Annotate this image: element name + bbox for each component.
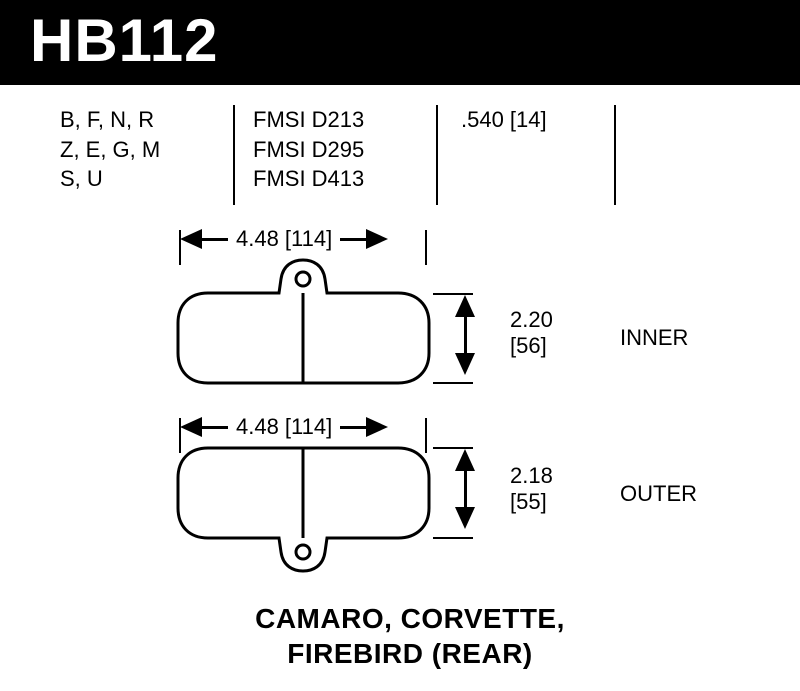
tick bbox=[433, 382, 473, 384]
dim-stem bbox=[464, 335, 467, 353]
width-label: 4.48 [114] bbox=[228, 226, 340, 252]
inner-pad-shape bbox=[175, 257, 435, 397]
height-value-mm: [55] bbox=[510, 489, 553, 515]
arrow-up-icon bbox=[455, 449, 475, 471]
dim-stem bbox=[464, 471, 467, 489]
tick bbox=[433, 537, 473, 539]
height-dimension bbox=[455, 449, 475, 529]
compound-line: S, U bbox=[60, 164, 215, 194]
width-dimension: 4.48 [114] bbox=[180, 413, 388, 441]
dim-stem bbox=[464, 489, 467, 507]
width-dimension: 4.48 [114] bbox=[180, 225, 388, 253]
inner-pad-block: 4.48 [114] 2.20 [56] INN bbox=[50, 225, 750, 395]
thickness-column: .540 [14] bbox=[456, 105, 596, 135]
outer-pad-block: 4.48 [114] 2.18 [55] OUTER bbox=[50, 413, 750, 583]
height-dimension bbox=[455, 295, 475, 375]
arrow-down-icon bbox=[455, 507, 475, 529]
arrow-left-icon bbox=[180, 417, 202, 437]
fmsi-line: FMSI D213 bbox=[253, 105, 418, 135]
outer-pad-shape bbox=[175, 445, 435, 585]
arrow-right-icon bbox=[366, 417, 388, 437]
arrow-left-icon bbox=[180, 229, 202, 249]
diagram-area: 4.48 [114] 2.20 [56] INN bbox=[50, 225, 750, 583]
height-label: 2.18 [55] bbox=[510, 463, 553, 516]
footer-line: CAMARO, CORVETTE, bbox=[60, 601, 760, 636]
dim-stem bbox=[340, 238, 366, 241]
compounds-column: B, F, N, R Z, E, G, M S, U bbox=[60, 105, 215, 194]
fmsi-line: FMSI D413 bbox=[253, 164, 418, 194]
fmsi-line: FMSI D295 bbox=[253, 135, 418, 165]
application-footer: CAMARO, CORVETTE, FIREBIRD (REAR) bbox=[60, 601, 760, 671]
outer-tag: OUTER bbox=[620, 481, 697, 507]
arrow-right-icon bbox=[366, 229, 388, 249]
separator bbox=[614, 105, 616, 205]
compound-line: Z, E, G, M bbox=[60, 135, 215, 165]
height-value-mm: [56] bbox=[510, 333, 553, 359]
dim-stem bbox=[464, 317, 467, 335]
inner-tag: INNER bbox=[620, 325, 688, 351]
header: HB112 bbox=[0, 0, 800, 85]
thickness-value: .540 [14] bbox=[461, 105, 596, 135]
height-value: 2.20 bbox=[510, 307, 553, 333]
spec-row: B, F, N, R Z, E, G, M S, U FMSI D213 FMS… bbox=[60, 105, 760, 205]
dim-stem bbox=[202, 426, 228, 429]
arrow-up-icon bbox=[455, 295, 475, 317]
footer-line: FIREBIRD (REAR) bbox=[60, 636, 760, 671]
width-label: 4.48 [114] bbox=[228, 414, 340, 440]
compound-line: B, F, N, R bbox=[60, 105, 215, 135]
separator bbox=[233, 105, 235, 205]
part-number-title: HB112 bbox=[30, 6, 770, 75]
dim-stem bbox=[202, 238, 228, 241]
fmsi-column: FMSI D213 FMSI D295 FMSI D413 bbox=[253, 105, 418, 194]
dim-stem bbox=[340, 426, 366, 429]
content: B, F, N, R Z, E, G, M S, U FMSI D213 FMS… bbox=[0, 85, 800, 671]
separator bbox=[436, 105, 438, 205]
height-value: 2.18 bbox=[510, 463, 553, 489]
height-label: 2.20 [56] bbox=[510, 307, 553, 360]
arrow-down-icon bbox=[455, 353, 475, 375]
